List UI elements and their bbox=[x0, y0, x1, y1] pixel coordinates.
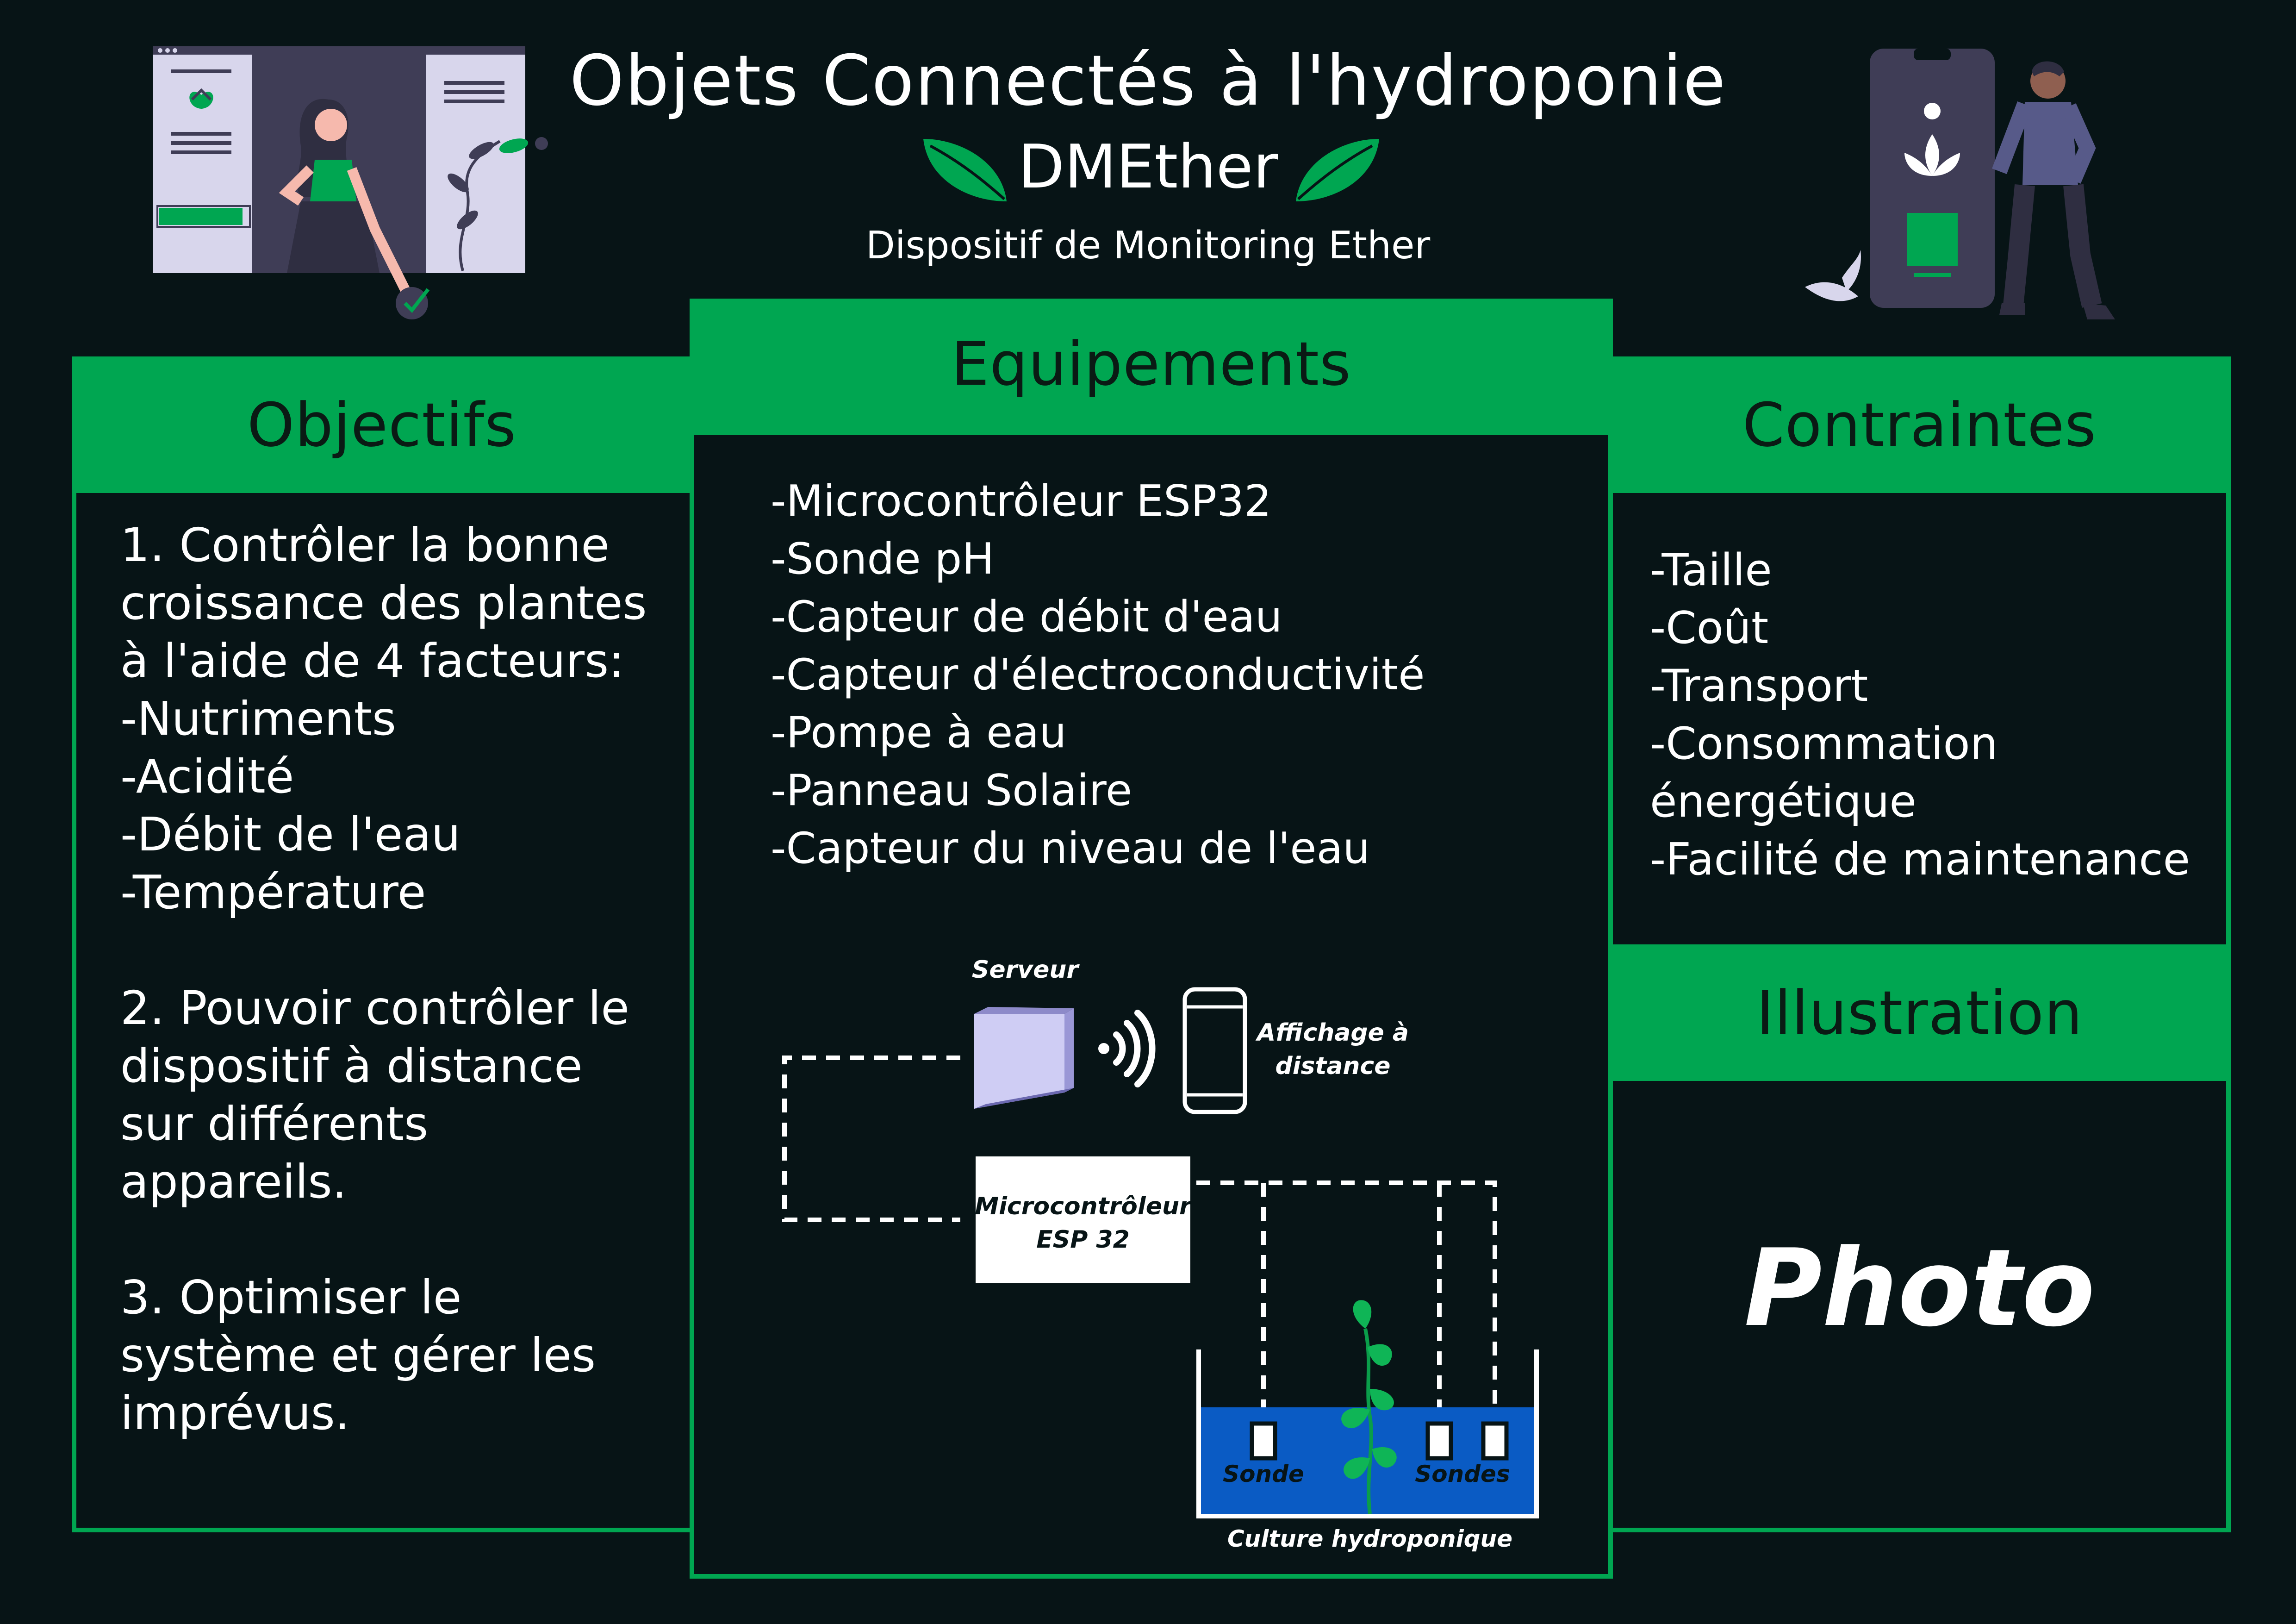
culture-label: Culture hydroponique bbox=[1227, 1525, 1513, 1552]
smartphone-icon bbox=[1182, 987, 1247, 1114]
objectif-line: 2. Pouvoir contrôler le bbox=[120, 981, 629, 1035]
illustration-heading: Illustration bbox=[1608, 944, 2231, 1081]
woman-dashboard-illustration bbox=[153, 46, 548, 319]
equipement-item: -Pompe à eau bbox=[771, 707, 1067, 757]
mcu-label-line: Microcontrôleur bbox=[975, 1193, 1191, 1220]
plant-icon bbox=[1341, 1300, 1397, 1514]
system-diagram bbox=[782, 987, 1539, 1518]
contraintes-list: -Taille -Coût -Transport -Consommation é… bbox=[1650, 544, 2190, 891]
server-icon bbox=[974, 1007, 1074, 1109]
objectif-line: -Nutriments bbox=[120, 692, 396, 746]
objectif-line: 1. Contrôler la bonne bbox=[120, 518, 610, 572]
probes-label: Sondes bbox=[1415, 1461, 1510, 1487]
page-subtitle: DMEther bbox=[1018, 131, 1278, 202]
mcu-label: Microcontrôleur ESP 32 bbox=[974, 1190, 1192, 1256]
objectif-line: -Débit de l'eau bbox=[120, 807, 461, 862]
leaf-icon bbox=[923, 139, 1007, 201]
page-title: Objets Connectés à l'hydroponie bbox=[569, 41, 1727, 121]
equipement-item: -Capteur de débit d'eau bbox=[771, 592, 1282, 642]
equipement-item: -Sonde pH bbox=[771, 534, 995, 584]
equipement-item: -Panneau Solaire bbox=[771, 765, 1132, 815]
equipement-item: -Capteur d'électroconductivité bbox=[771, 650, 1425, 700]
contrainte-item: énergétique bbox=[1650, 776, 1916, 827]
equipement-item: -Capteur du niveau de l'eau bbox=[771, 823, 1370, 873]
objectif-line: sur différents bbox=[120, 1097, 429, 1151]
objectif-line: -Acidité bbox=[120, 750, 294, 804]
photo-placeholder: Photo bbox=[1744, 1227, 2095, 1350]
mcu-label-line: ESP 32 bbox=[1036, 1226, 1130, 1254]
objectif-line: 3. Optimiser le bbox=[120, 1270, 462, 1324]
objectif-line: croissance des plantes bbox=[120, 576, 647, 630]
probe-icon bbox=[1481, 1421, 1509, 1461]
contrainte-item: -Consommation bbox=[1650, 718, 1998, 769]
probe-icon bbox=[1250, 1421, 1277, 1461]
server-label: Serveur bbox=[971, 956, 1079, 984]
remote-display-label-line: Affichage à bbox=[1257, 1019, 1409, 1047]
leaf-icon bbox=[1296, 139, 1379, 201]
equipements-list: -Microcontrôleur ESP32 -Sonde pH -Capteu… bbox=[771, 475, 1425, 880]
remote-display-label: Affichage à distance bbox=[1245, 1016, 1421, 1083]
remote-display-label-line: distance bbox=[1275, 1052, 1391, 1080]
man-phone-illustration bbox=[1805, 49, 2115, 319]
contraintes-heading: Contraintes bbox=[1608, 356, 2231, 493]
objectifs-heading: Objectifs bbox=[72, 356, 692, 493]
contrainte-item: -Taille bbox=[1650, 545, 1772, 596]
objectif-line: -Température bbox=[120, 865, 426, 919]
probe-icon bbox=[1425, 1421, 1453, 1461]
objectif-line: système et gérer les bbox=[120, 1328, 596, 1382]
objectifs-list: 1. Contrôler la bonne croissance des pla… bbox=[120, 516, 647, 1442]
equipements-heading: Equipements bbox=[690, 299, 1613, 435]
page-tagline: Dispositif de Monitoring Ether bbox=[865, 224, 1431, 268]
contrainte-item: -Transport bbox=[1650, 661, 1868, 712]
probe-label: Sonde bbox=[1223, 1461, 1304, 1487]
objectif-line: imprévus. bbox=[120, 1386, 350, 1440]
objectif-line: à l'aide de 4 facteurs: bbox=[120, 634, 624, 688]
wifi-icon bbox=[1098, 1010, 1156, 1087]
equipements-panel bbox=[690, 299, 1613, 1579]
objectif-line: appareils. bbox=[120, 1155, 347, 1209]
objectif-line: dispositif à distance bbox=[120, 1039, 583, 1093]
equipement-item: -Microcontrôleur ESP32 bbox=[771, 476, 1272, 526]
contrainte-item: -Coût bbox=[1650, 603, 1769, 654]
mcu-box bbox=[973, 1154, 1193, 1286]
contrainte-item: -Facilité de maintenance bbox=[1650, 834, 2190, 885]
diagram-links bbox=[782, 1056, 1497, 1430]
